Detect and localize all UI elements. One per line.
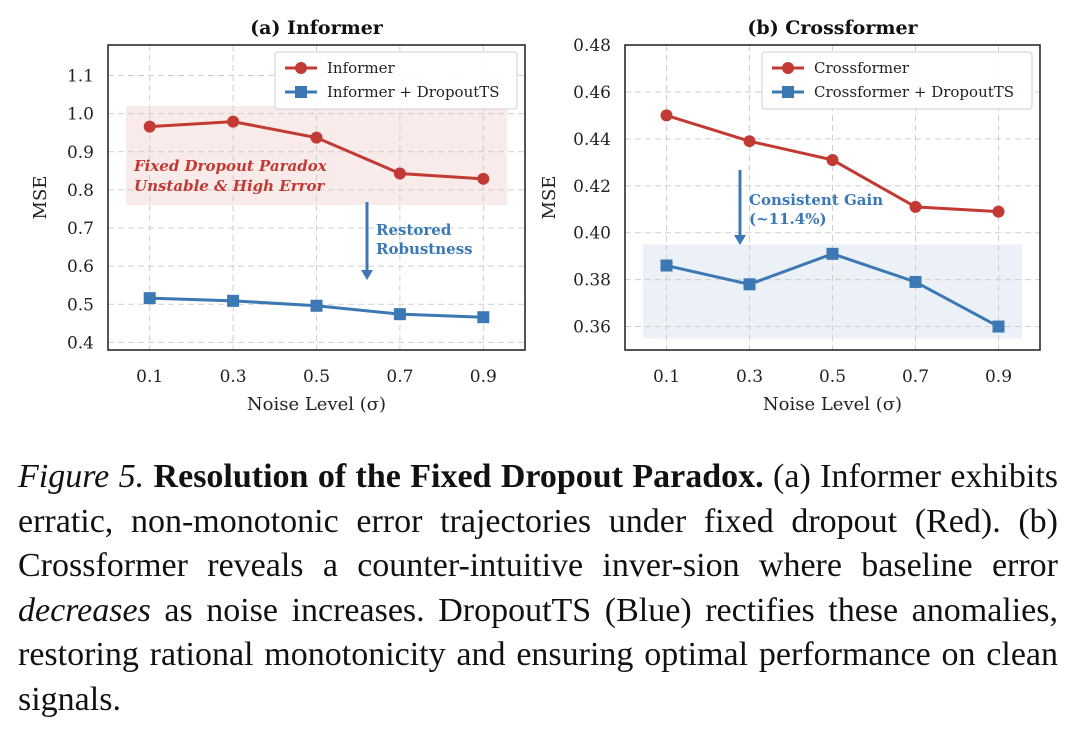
data-point	[143, 120, 156, 133]
data-point	[227, 115, 240, 128]
annotation-text: Consistent Gain	[749, 191, 883, 209]
plot-frame	[107, 44, 526, 351]
chart-title: (b) Crossformer	[747, 17, 918, 39]
data-point	[660, 259, 673, 272]
legend-swatch-marker	[295, 62, 307, 74]
legend-swatch-marker	[782, 62, 794, 74]
caption-title: Resolution of the Fixed Dropout Paradox.	[153, 458, 764, 495]
annotation-text: Unstable & High Error	[134, 177, 326, 195]
chart-panel-a: 0.4 0.5 0.6 0.7 0.8 0.9 1.0 1.1 0.1 0.3 0.5 0.7 0.9 (…	[30, 17, 526, 415]
annotation-arrow-head	[361, 270, 373, 280]
annotation-text: Fixed Dropout Paradox	[133, 157, 328, 175]
annotation-text: (~11.4%)	[749, 210, 827, 228]
plot-frame	[624, 44, 1041, 351]
data-point	[826, 153, 839, 166]
caption-text-1: (a) Informer exhibits erratic, non-monot…	[18, 458, 1059, 584]
x-tick-label: 0.3	[220, 367, 247, 387]
annotation-text: Robustness	[376, 240, 473, 258]
y-tick-label: 0.44	[573, 130, 611, 150]
y-tick-label: 0.46	[573, 83, 611, 103]
x-tick-label: 0.9	[470, 367, 497, 387]
x-axis-label: Noise Level (σ)	[247, 394, 386, 415]
x-tick-label: 0.1	[653, 367, 680, 387]
x-axis-label: Noise Level (σ)	[763, 394, 902, 415]
y-tick-label: 0.48	[573, 36, 611, 56]
legend-label: Informer + DropoutTS	[327, 83, 500, 101]
legend-label: Crossformer	[814, 59, 910, 77]
caption-text-2: as noise increases. DropoutTS (Blue) rec…	[18, 591, 1059, 718]
y-axis-label: MSE	[539, 176, 560, 220]
y-tick-label: 0.42	[573, 177, 611, 197]
data-point	[477, 311, 490, 324]
x-tick-label: 0.1	[136, 367, 163, 387]
data-point	[743, 135, 756, 148]
y-tick-label: 0.38	[573, 271, 611, 291]
annotation-text: Restored	[376, 221, 452, 239]
legend-box	[761, 51, 1033, 110]
data-point	[393, 167, 406, 180]
legend-swatch-marker	[782, 86, 794, 98]
x-tick-label: 0.5	[303, 367, 330, 387]
data-point	[393, 308, 406, 321]
y-tick-label: 0.8	[67, 181, 94, 201]
legend-swatch-marker	[295, 86, 307, 98]
charts: 0.4 0.5 0.6 0.7 0.8 0.9 1.0 1.1 0.1 0.3 0.5 0.7 0.9 (…	[30, 17, 1041, 415]
data-point	[477, 172, 490, 185]
y-axis-label: MSE	[30, 176, 51, 220]
y-tick-label: 0.6	[67, 257, 94, 277]
data-point	[143, 292, 156, 305]
data-point	[660, 109, 673, 122]
y-tick-label: 1.0	[67, 105, 94, 125]
x-tick-label: 0.9	[985, 367, 1012, 387]
x-tick-label: 0.7	[902, 367, 929, 387]
y-tick-label: 0.36	[573, 318, 611, 338]
y-tick-label: 0.4	[67, 333, 94, 353]
legend-label: Crossformer + DropoutTS	[814, 83, 1014, 101]
data-point	[909, 200, 922, 213]
data-point	[909, 275, 922, 288]
figure-caption: Figure 5. Resolution of the Fixed Dropou…	[18, 455, 1058, 722]
data-point	[227, 294, 240, 307]
y-tick-label: 0.9	[67, 143, 94, 163]
x-tick-label: 0.3	[736, 367, 763, 387]
annotation-arrow-head	[734, 235, 746, 245]
caption-label: Figure 5.	[18, 458, 145, 495]
chart-panel-b: 0.36 0.38 0.40 0.42 0.44 0.46 0.48 0.1 0.3 0.5 0.7…	[539, 17, 1041, 415]
y-tick-label: 0.40	[573, 224, 611, 244]
data-point	[826, 247, 839, 260]
data-point	[310, 299, 323, 312]
y-tick-label: 1.1	[67, 67, 94, 87]
legend-label: Informer	[327, 59, 395, 77]
caption-emphasis: decreases	[18, 591, 151, 629]
x-tick-label: 0.5	[819, 367, 846, 387]
chart-title: (a) Informer	[250, 17, 384, 39]
data-point	[992, 320, 1005, 333]
x-tick-label: 0.7	[386, 367, 413, 387]
y-tick-label: 0.5	[67, 295, 94, 315]
y-tick-label: 0.7	[67, 219, 94, 239]
data-point	[310, 131, 323, 144]
data-point	[992, 205, 1005, 218]
legend-box	[274, 51, 518, 110]
data-point	[743, 278, 756, 291]
